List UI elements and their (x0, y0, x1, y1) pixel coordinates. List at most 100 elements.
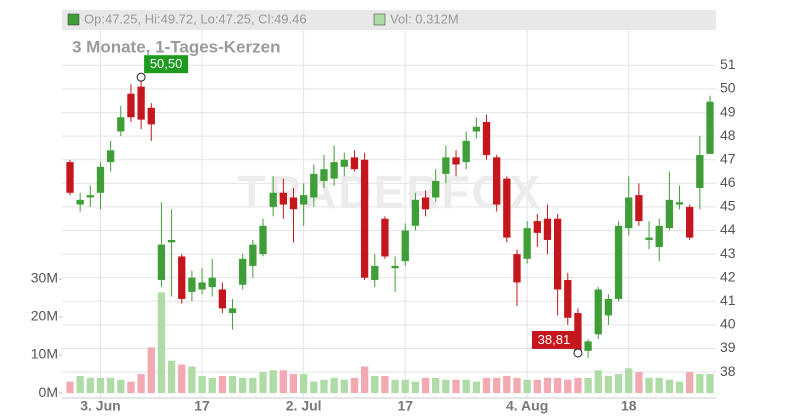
candle-body (564, 280, 572, 318)
volume-bar (117, 379, 125, 394)
candle-body (127, 93, 135, 118)
candle-body (289, 197, 298, 210)
y-tick-label: 41 (720, 292, 736, 308)
volume-bar (604, 375, 613, 394)
candle-body (381, 218, 389, 257)
candle-body (218, 289, 227, 309)
x-tick-label: 2. Jul (286, 398, 322, 414)
y2-tick-label: 30M (31, 270, 58, 286)
volume-bar (614, 374, 623, 394)
y-tick-label: 40 (720, 316, 736, 332)
y-tick-label: 46 (720, 174, 736, 190)
volume-bar (391, 379, 399, 394)
candle-body (66, 162, 74, 193)
annotation-marker (136, 72, 146, 82)
y-tick-label: 48 (720, 127, 736, 143)
volume-bar (645, 377, 653, 394)
volume-bar (330, 377, 338, 394)
candle-body (310, 173, 318, 198)
candle-body (401, 230, 409, 262)
volume-bar (553, 377, 562, 394)
y-tick-label: 49 (720, 103, 736, 119)
volume-bar (66, 381, 74, 394)
candle-body (198, 282, 206, 290)
candle-body (513, 254, 521, 283)
ohlc-legend: Op:47.25, Hi:49.72, Lo:47.25, Cl:49.46 (84, 11, 307, 26)
volume-bar (462, 379, 470, 394)
subtitle: 3 Monate, 1-Tages-Kerzen (72, 37, 280, 56)
volume-bar (188, 366, 196, 394)
volume-bar (696, 374, 704, 394)
candle-body (96, 166, 105, 193)
candle-body (635, 195, 643, 222)
volume-bar (310, 381, 318, 394)
volume-bar (178, 364, 186, 394)
y-tick-label: 47 (720, 150, 736, 166)
y-tick-label: 44 (720, 221, 736, 237)
volume-bar (320, 379, 328, 394)
y-tick-label: 51 (720, 56, 736, 72)
candle-body (503, 178, 511, 238)
annotation-box (144, 55, 189, 74)
x-tick-label: 17 (194, 398, 210, 414)
volume-bar (137, 374, 145, 394)
y-tick-label: 50 (720, 80, 736, 96)
volume-bar (482, 377, 491, 394)
candle-body (462, 140, 470, 163)
volume-bar (452, 379, 460, 394)
candle-body (543, 218, 552, 240)
candle-body (696, 155, 704, 189)
candle-body (553, 218, 562, 290)
volume-bar (706, 374, 714, 394)
y-tick-label: 38 (720, 363, 736, 379)
candle-body (645, 237, 653, 240)
volume-bar (228, 375, 237, 394)
volume-bar (503, 375, 511, 394)
candle-body (147, 107, 155, 125)
volume-bar (157, 292, 166, 394)
volume-bar (259, 372, 267, 394)
y-tick-label: 43 (720, 245, 736, 261)
volume-bar (574, 377, 582, 394)
volume-bar (401, 379, 409, 394)
volume-bar (289, 374, 298, 394)
candle-body (614, 225, 623, 299)
candle-body (86, 195, 94, 198)
candle-body (279, 192, 287, 205)
candle-body (157, 244, 166, 281)
candle-body (137, 86, 145, 120)
candle-body (432, 180, 440, 198)
volume-bar (421, 377, 430, 394)
volume-bar (411, 381, 420, 394)
candle-body (208, 277, 216, 288)
volume-bar (198, 375, 206, 394)
volume-bar (249, 377, 257, 394)
volume-bar (635, 372, 643, 394)
candle-body (391, 265, 399, 269)
candle-body (259, 225, 267, 255)
candle-body (320, 169, 328, 181)
volume-bar (96, 377, 105, 394)
volume-bar (127, 381, 135, 394)
volume-bar (543, 377, 552, 394)
candle-body (178, 256, 186, 299)
volume-bar (686, 372, 694, 394)
annotation-marker (573, 348, 583, 358)
x-tick-label: 18 (621, 398, 637, 414)
candle-body (239, 258, 247, 285)
y2-tick-label: 20M (31, 308, 58, 324)
ohlc-swatch (67, 13, 80, 26)
volume-bar (279, 370, 287, 394)
volume-bar (269, 370, 277, 394)
candle-body (493, 157, 501, 205)
volume-bar (167, 360, 176, 394)
volume-bar (218, 375, 227, 394)
volume-bar (675, 381, 684, 394)
candle-body (106, 150, 115, 163)
candle-body (299, 195, 308, 205)
volume-bar (665, 379, 674, 394)
candle-body (604, 298, 613, 316)
candle-body (584, 341, 592, 351)
volume-bar (360, 366, 369, 394)
